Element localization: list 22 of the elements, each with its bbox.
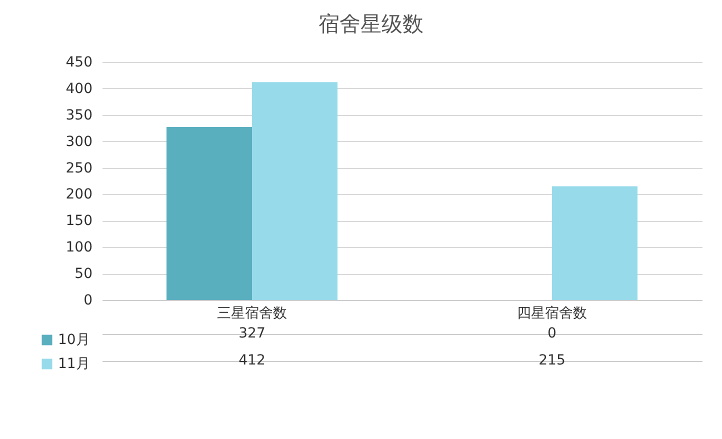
y-tick-label: 200: [66, 186, 92, 203]
y-tick-label: 100: [66, 240, 92, 256]
x-tick-label: 三星宿舍数: [217, 306, 287, 322]
legend-label: 11月: [58, 356, 90, 372]
y-tick-label: 50: [74, 266, 92, 282]
data-label: 327: [238, 326, 266, 342]
legend-label: 10月: [58, 332, 90, 348]
y-tick-label: 250: [66, 160, 92, 176]
y-tick-label: 450: [66, 54, 92, 70]
bar: [552, 186, 638, 300]
bar: [166, 127, 252, 300]
data-label: 0: [548, 326, 556, 342]
y-tick-label: 150: [66, 213, 92, 230]
y-tick-label: 300: [66, 134, 92, 150]
chart-title: 宿舍星级数: [318, 12, 424, 36]
data-label: 412: [238, 352, 266, 368]
y-tick-label: 350: [66, 107, 92, 124]
x-tick-label: 四星宿舍数: [517, 306, 587, 322]
bar: [252, 82, 338, 300]
y-tick-label: 400: [66, 80, 92, 97]
y-tick-label: 0: [84, 292, 92, 308]
data-label: 215: [538, 352, 566, 368]
